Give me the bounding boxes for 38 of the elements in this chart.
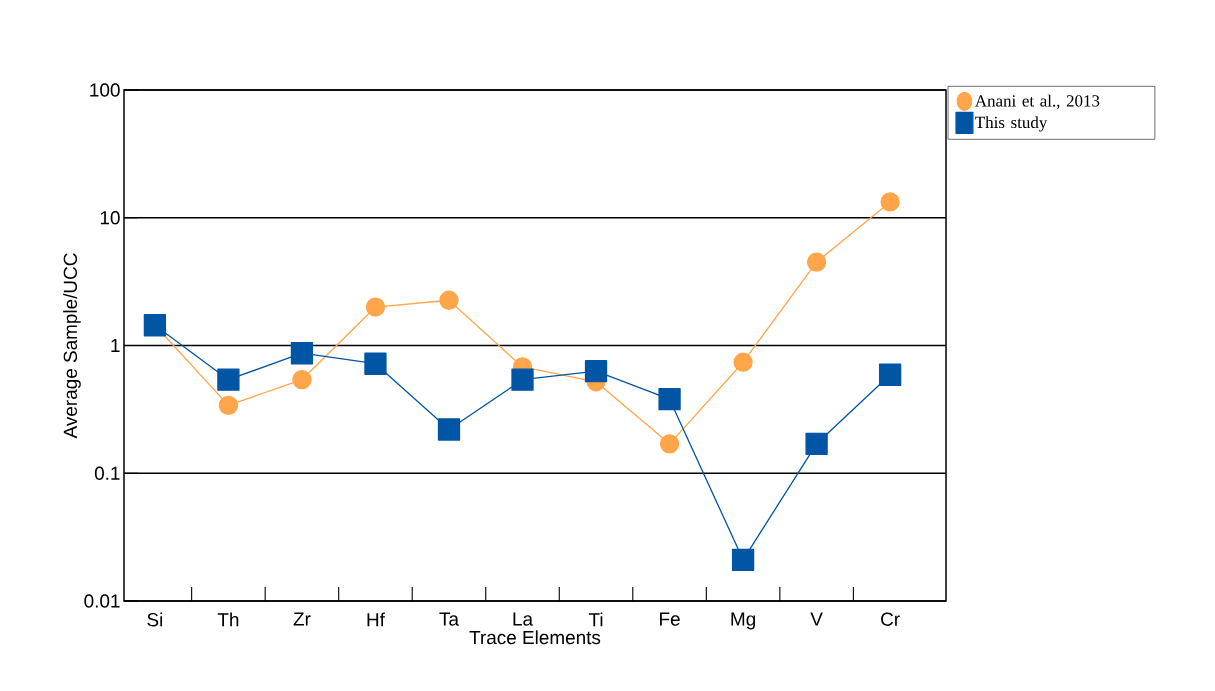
point	[584, 359, 608, 383]
x-tick-label: Cr	[881, 612, 900, 626]
x-tick-label: La	[513, 612, 534, 626]
x-tick-label: Ti	[588, 612, 603, 627]
point	[437, 418, 461, 441]
x-tick-label: Mg	[731, 612, 755, 630]
x-axis-title: Trace Elements	[469, 630, 601, 645]
x-tick-label: Fe	[660, 612, 680, 626]
x-tick-label: Th	[217, 612, 239, 627]
x-tick-label: Hf	[367, 612, 385, 627]
point	[365, 297, 386, 317]
x-tick-label: Zr	[293, 612, 311, 626]
point	[218, 395, 239, 416]
point	[658, 388, 681, 411]
point	[364, 352, 387, 375]
y-tick-label: 1	[111, 339, 120, 353]
point	[733, 352, 753, 372]
x-tick-label: V	[810, 612, 823, 626]
x-tick-label: Si	[147, 612, 163, 627]
point	[292, 370, 312, 390]
point	[217, 368, 240, 391]
point	[806, 252, 827, 272]
point	[290, 342, 314, 365]
point	[878, 363, 902, 386]
point	[805, 432, 828, 455]
y-tick-label: 100	[90, 83, 120, 97]
point	[659, 434, 680, 454]
y-tick-label: 0.01	[84, 594, 120, 608]
x-tick-label: Ta	[439, 612, 459, 626]
point	[439, 290, 459, 310]
legend-label: This study	[975, 116, 1048, 132]
point	[731, 548, 755, 571]
legend-label: Anani et al., 2013	[975, 94, 1100, 110]
point	[511, 368, 534, 391]
y-tick-label: 10	[100, 211, 120, 225]
y-tick-label: 0.1	[94, 466, 120, 480]
point	[880, 192, 900, 212]
y-axis-title: Average Sample/UCC	[63, 253, 81, 439]
